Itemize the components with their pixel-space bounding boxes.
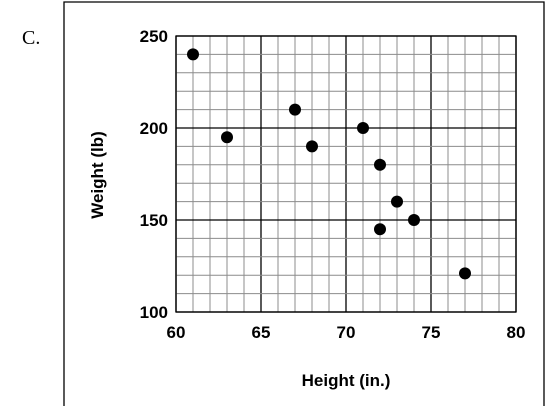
data-point bbox=[289, 103, 301, 116]
y-tick-labels: 100 150 200 250 bbox=[140, 27, 168, 322]
data-point bbox=[408, 214, 420, 226]
option-label: C. bbox=[22, 27, 40, 49]
y-tick-label: 250 bbox=[140, 27, 168, 46]
chart-grid bbox=[175, 35, 517, 313]
data-point bbox=[374, 158, 386, 171]
data-point bbox=[306, 140, 318, 153]
x-tick-label: 60 bbox=[167, 323, 186, 342]
data-points bbox=[187, 48, 471, 280]
data-point bbox=[187, 48, 199, 61]
x-tick-labels: 60 65 70 75 80 bbox=[167, 323, 526, 342]
data-point bbox=[357, 122, 369, 134]
data-point bbox=[391, 195, 403, 208]
data-point bbox=[374, 223, 386, 236]
y-tick-label: 100 bbox=[140, 303, 168, 322]
y-tick-label: 150 bbox=[140, 211, 168, 230]
y-tick-label: 200 bbox=[140, 119, 168, 138]
plot-area-border bbox=[175, 35, 517, 313]
data-point bbox=[221, 131, 233, 144]
x-tick-label: 70 bbox=[337, 323, 356, 342]
chart-frame bbox=[63, 1, 545, 406]
x-tick-label: 75 bbox=[422, 323, 441, 342]
x-axis-title: Height (in.) bbox=[302, 371, 391, 390]
y-axis-title: Weight (lb) bbox=[88, 131, 107, 219]
x-tick-label: 80 bbox=[507, 323, 526, 342]
data-point bbox=[459, 267, 471, 280]
x-tick-label: 65 bbox=[252, 323, 271, 342]
